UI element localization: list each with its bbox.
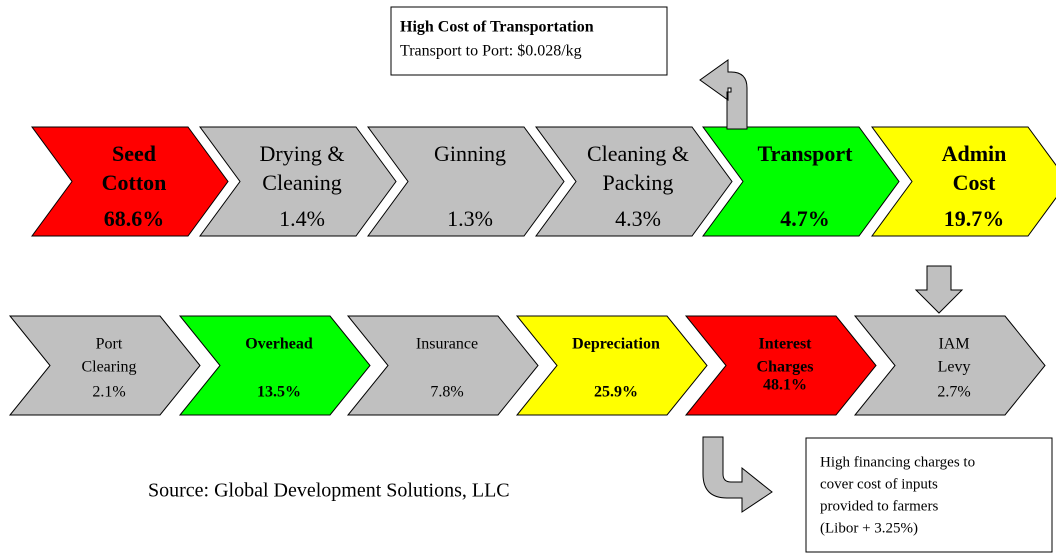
step-value: 7.8% [430,384,463,401]
step-label: Overhead [245,336,313,353]
step-label: Depreciation [572,336,660,353]
callout-text: cover cost of inputs [820,476,938,492]
curved-arrow-up [699,59,748,130]
step-label: Admin [942,141,1007,166]
chevron [853,315,1046,416]
callout-text: Transport to Port: $0.028/kg [400,43,582,60]
chevron [31,126,229,237]
step-value: 25.9% [594,384,638,401]
chevron [346,315,539,416]
callout-box [390,6,668,76]
step-label: Port [96,336,123,353]
step-value: 13.5% [257,384,301,401]
callout-text: provided to farmers [820,498,938,514]
step-label: Drying & [260,141,345,166]
step-label: Seed [112,141,156,166]
step-label: Cost [953,170,996,195]
callout-text: (Libor + 3.25%) [820,520,918,536]
down-arrow [914,265,964,314]
step-label: Ginning [434,141,506,166]
step-value: 2.7% [937,384,970,401]
chevron [199,126,397,237]
chevron [178,315,371,416]
chevron [871,126,1056,237]
step-value: 4.7% [780,206,830,231]
source-note: Source: Global Development Solutions, LL… [148,480,510,502]
step-label: Levy [938,359,971,376]
chevron [684,315,877,416]
step-label: Insurance [416,336,478,353]
step-label: IAM [938,336,969,353]
curved-arrow-down [702,436,773,513]
step-label: Cleaning [262,170,341,195]
chevron [515,315,708,416]
step-value: 68.6% [104,206,165,231]
step-value: 2.1% [92,384,125,401]
step-label: Cotton [102,170,167,195]
callout-text: High financing charges to [820,454,975,470]
chevron [8,315,201,416]
step-value: 19.7% [944,206,1005,231]
step-value: 48.1% [763,377,807,394]
step-label: Charges [757,359,814,376]
chevron [367,126,565,237]
step-value: 1.4% [279,206,325,231]
callout-box [805,437,1053,553]
step-label: Packing [603,170,674,195]
callout-title: High Cost of Transportation [400,19,594,36]
chevron [535,126,733,237]
step-label: Clearing [81,359,136,376]
step-label: Interest [758,336,812,353]
step-label: Cleaning & [587,141,689,166]
step-value: 1.3% [447,206,493,231]
chevron [702,126,900,237]
step-label: Transport [758,141,854,166]
step-value: 4.3% [615,206,661,231]
